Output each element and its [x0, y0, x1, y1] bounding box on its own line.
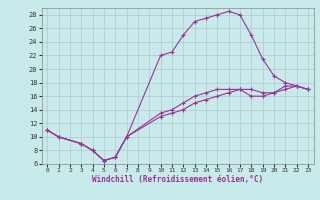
X-axis label: Windchill (Refroidissement éolien,°C): Windchill (Refroidissement éolien,°C) [92, 175, 263, 184]
